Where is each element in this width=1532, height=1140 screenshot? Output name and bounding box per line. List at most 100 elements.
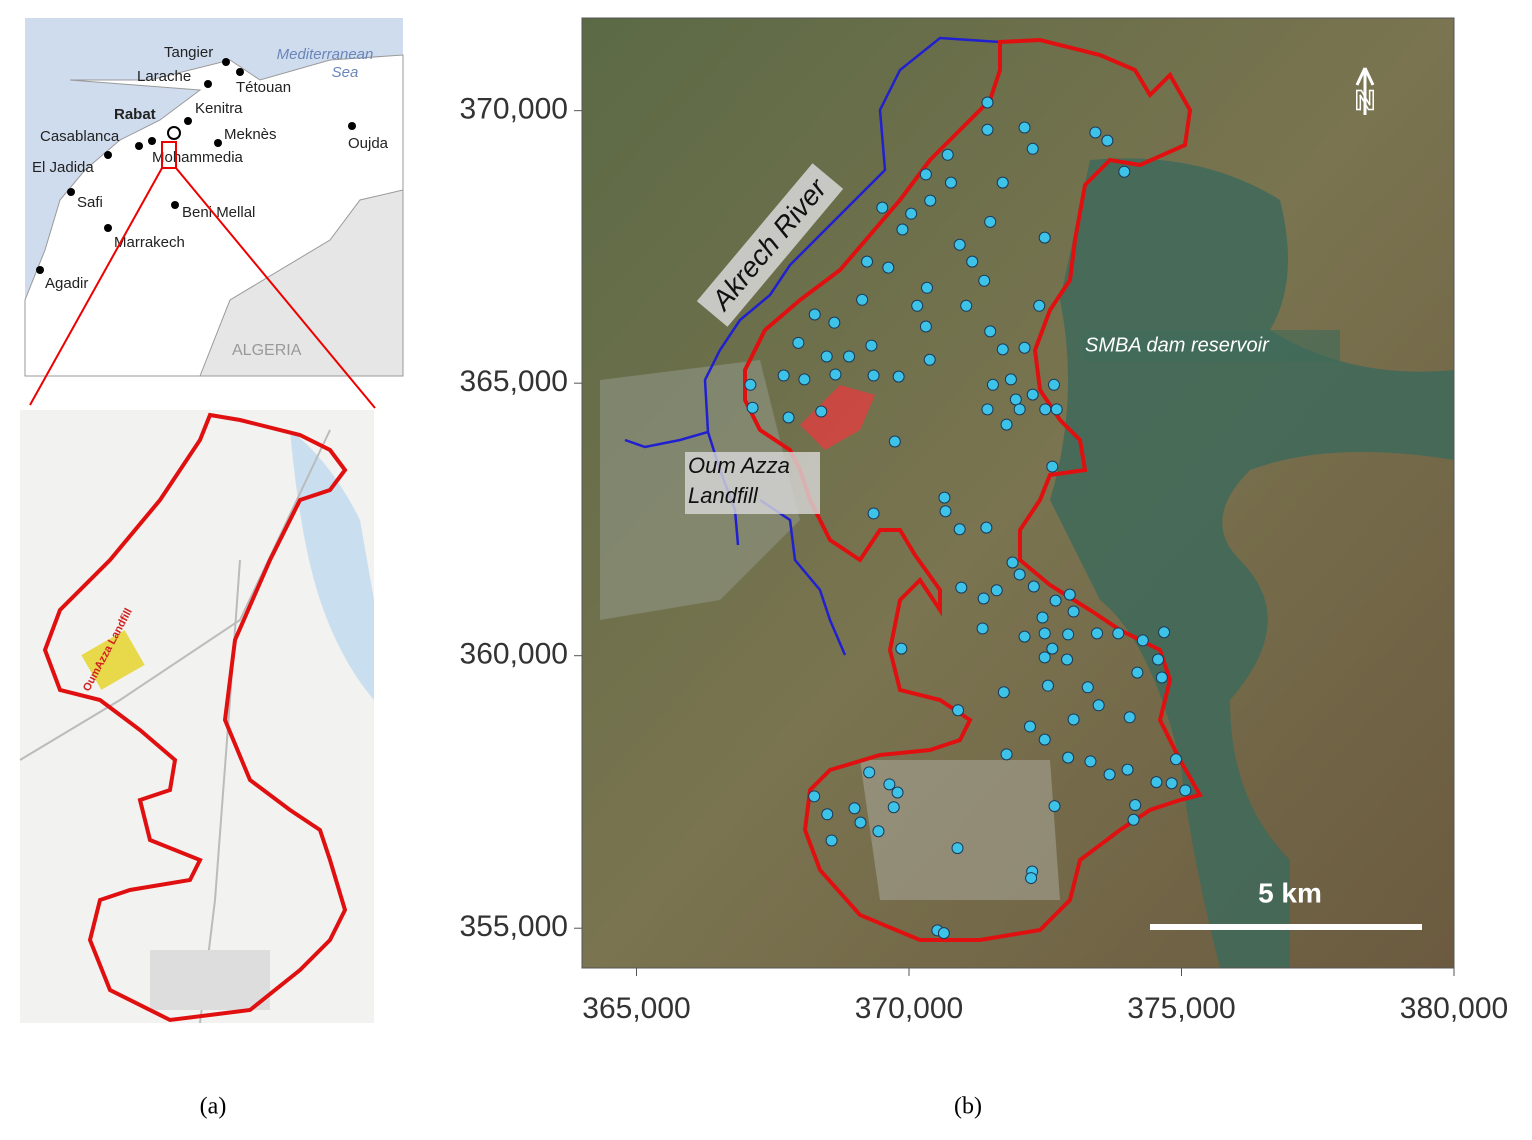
north-label: N <box>1355 84 1375 115</box>
sample-point <box>888 435 901 448</box>
sample-point <box>951 842 964 855</box>
city-dot <box>171 201 179 209</box>
sample-point <box>821 808 834 821</box>
sample-point <box>777 369 790 382</box>
sample-point <box>1150 776 1163 789</box>
sample-point <box>1067 605 1080 618</box>
x-tick-label: 375,000 <box>1127 992 1235 1025</box>
sample-point <box>952 704 965 717</box>
sample-point <box>1062 628 1075 641</box>
sample-point <box>792 336 805 349</box>
sample-point <box>953 238 966 251</box>
sample-point <box>1089 126 1102 139</box>
landfill-label: Oum Azza <box>688 453 790 478</box>
city-dot <box>204 80 212 88</box>
sample-point <box>984 215 997 228</box>
sample-point <box>1112 627 1125 640</box>
city-label: Oujda <box>348 135 389 152</box>
sample-point <box>1129 799 1142 812</box>
sample-point <box>1081 681 1094 694</box>
sample-point <box>825 834 838 847</box>
sample-point <box>1063 588 1076 601</box>
sample-point <box>937 927 950 940</box>
y-tick-label: 370,000 <box>460 93 568 126</box>
sample-point <box>1179 784 1192 797</box>
sample-point <box>828 316 841 329</box>
label-background <box>696 163 844 327</box>
sample-point <box>1127 813 1140 826</box>
city-label: Larache <box>137 68 191 85</box>
sample-point <box>876 201 889 214</box>
urban-area <box>860 760 1060 900</box>
inset-map: OumAzza Landfill <box>19 410 374 1024</box>
sample-point <box>892 370 905 383</box>
y-tick-label: 365,000 <box>460 365 568 398</box>
city-label: Marrakech <box>114 234 185 251</box>
north-arrow <box>1355 67 1375 115</box>
sample-point <box>1049 594 1062 607</box>
sample-point <box>843 350 856 363</box>
sample-point <box>1048 800 1061 813</box>
study-boundary <box>743 37 1204 942</box>
city-dot <box>104 224 112 232</box>
sample-point <box>1038 733 1051 746</box>
sample-point <box>854 816 867 829</box>
sample-point <box>990 584 1003 597</box>
x-tick-label: 380,000 <box>1400 992 1508 1025</box>
sample-point <box>1062 751 1075 764</box>
sample-point <box>1121 763 1134 776</box>
sample-point <box>1101 134 1114 147</box>
sample-point <box>883 778 896 791</box>
y-tick-label: 355,000 <box>460 910 568 943</box>
sample-point <box>1038 231 1051 244</box>
city-dot <box>135 142 143 150</box>
scale-label: 5 km <box>1258 877 1322 908</box>
city-label: Rabat <box>114 106 156 123</box>
label-background <box>1082 330 1340 362</box>
sample-point <box>955 581 968 594</box>
sample-point <box>976 622 989 635</box>
sample-point <box>1023 720 1036 733</box>
sample-point <box>939 505 952 518</box>
city-label: Mohammedia <box>152 149 244 166</box>
sample-point <box>924 194 937 207</box>
city-dot <box>348 122 356 130</box>
sample-point <box>1050 403 1063 416</box>
city-dot <box>67 188 75 196</box>
sea-label: Sea <box>332 64 359 81</box>
sample-point <box>1136 634 1149 647</box>
inset-road <box>19 429 331 761</box>
sample-point <box>1118 165 1131 178</box>
sample-point <box>744 378 757 391</box>
caption: (b) <box>954 1094 982 1120</box>
city-dot <box>184 117 192 125</box>
city-dot <box>104 151 112 159</box>
city-label: Agadir <box>45 275 88 292</box>
sample-point <box>867 507 880 520</box>
sample-point <box>1067 713 1080 726</box>
sample-point <box>966 255 979 268</box>
sample-point <box>1025 872 1038 885</box>
x-tick-label: 365,000 <box>582 992 690 1025</box>
sample-point <box>941 148 954 161</box>
sample-point <box>944 176 957 189</box>
sample-point <box>996 343 1009 356</box>
sample-point <box>1155 671 1168 684</box>
sample-point <box>923 353 936 366</box>
zoom-line <box>29 167 163 406</box>
sample-point <box>960 299 973 312</box>
sample-point <box>1026 388 1039 401</box>
city-label: Tétouan <box>236 79 291 96</box>
sample-point <box>1041 679 1054 692</box>
sample-point <box>977 592 990 605</box>
sample-point <box>905 207 918 220</box>
city-dot <box>148 137 156 145</box>
sample-point <box>996 176 1009 189</box>
sample-point <box>1018 630 1031 643</box>
sample-point <box>856 293 869 306</box>
algeria-land <box>199 189 404 377</box>
sample-point <box>865 339 878 352</box>
sample-point <box>953 523 966 536</box>
overview-map: Mediterranean Sea Tangier Larache Tétoua… <box>24 18 404 409</box>
